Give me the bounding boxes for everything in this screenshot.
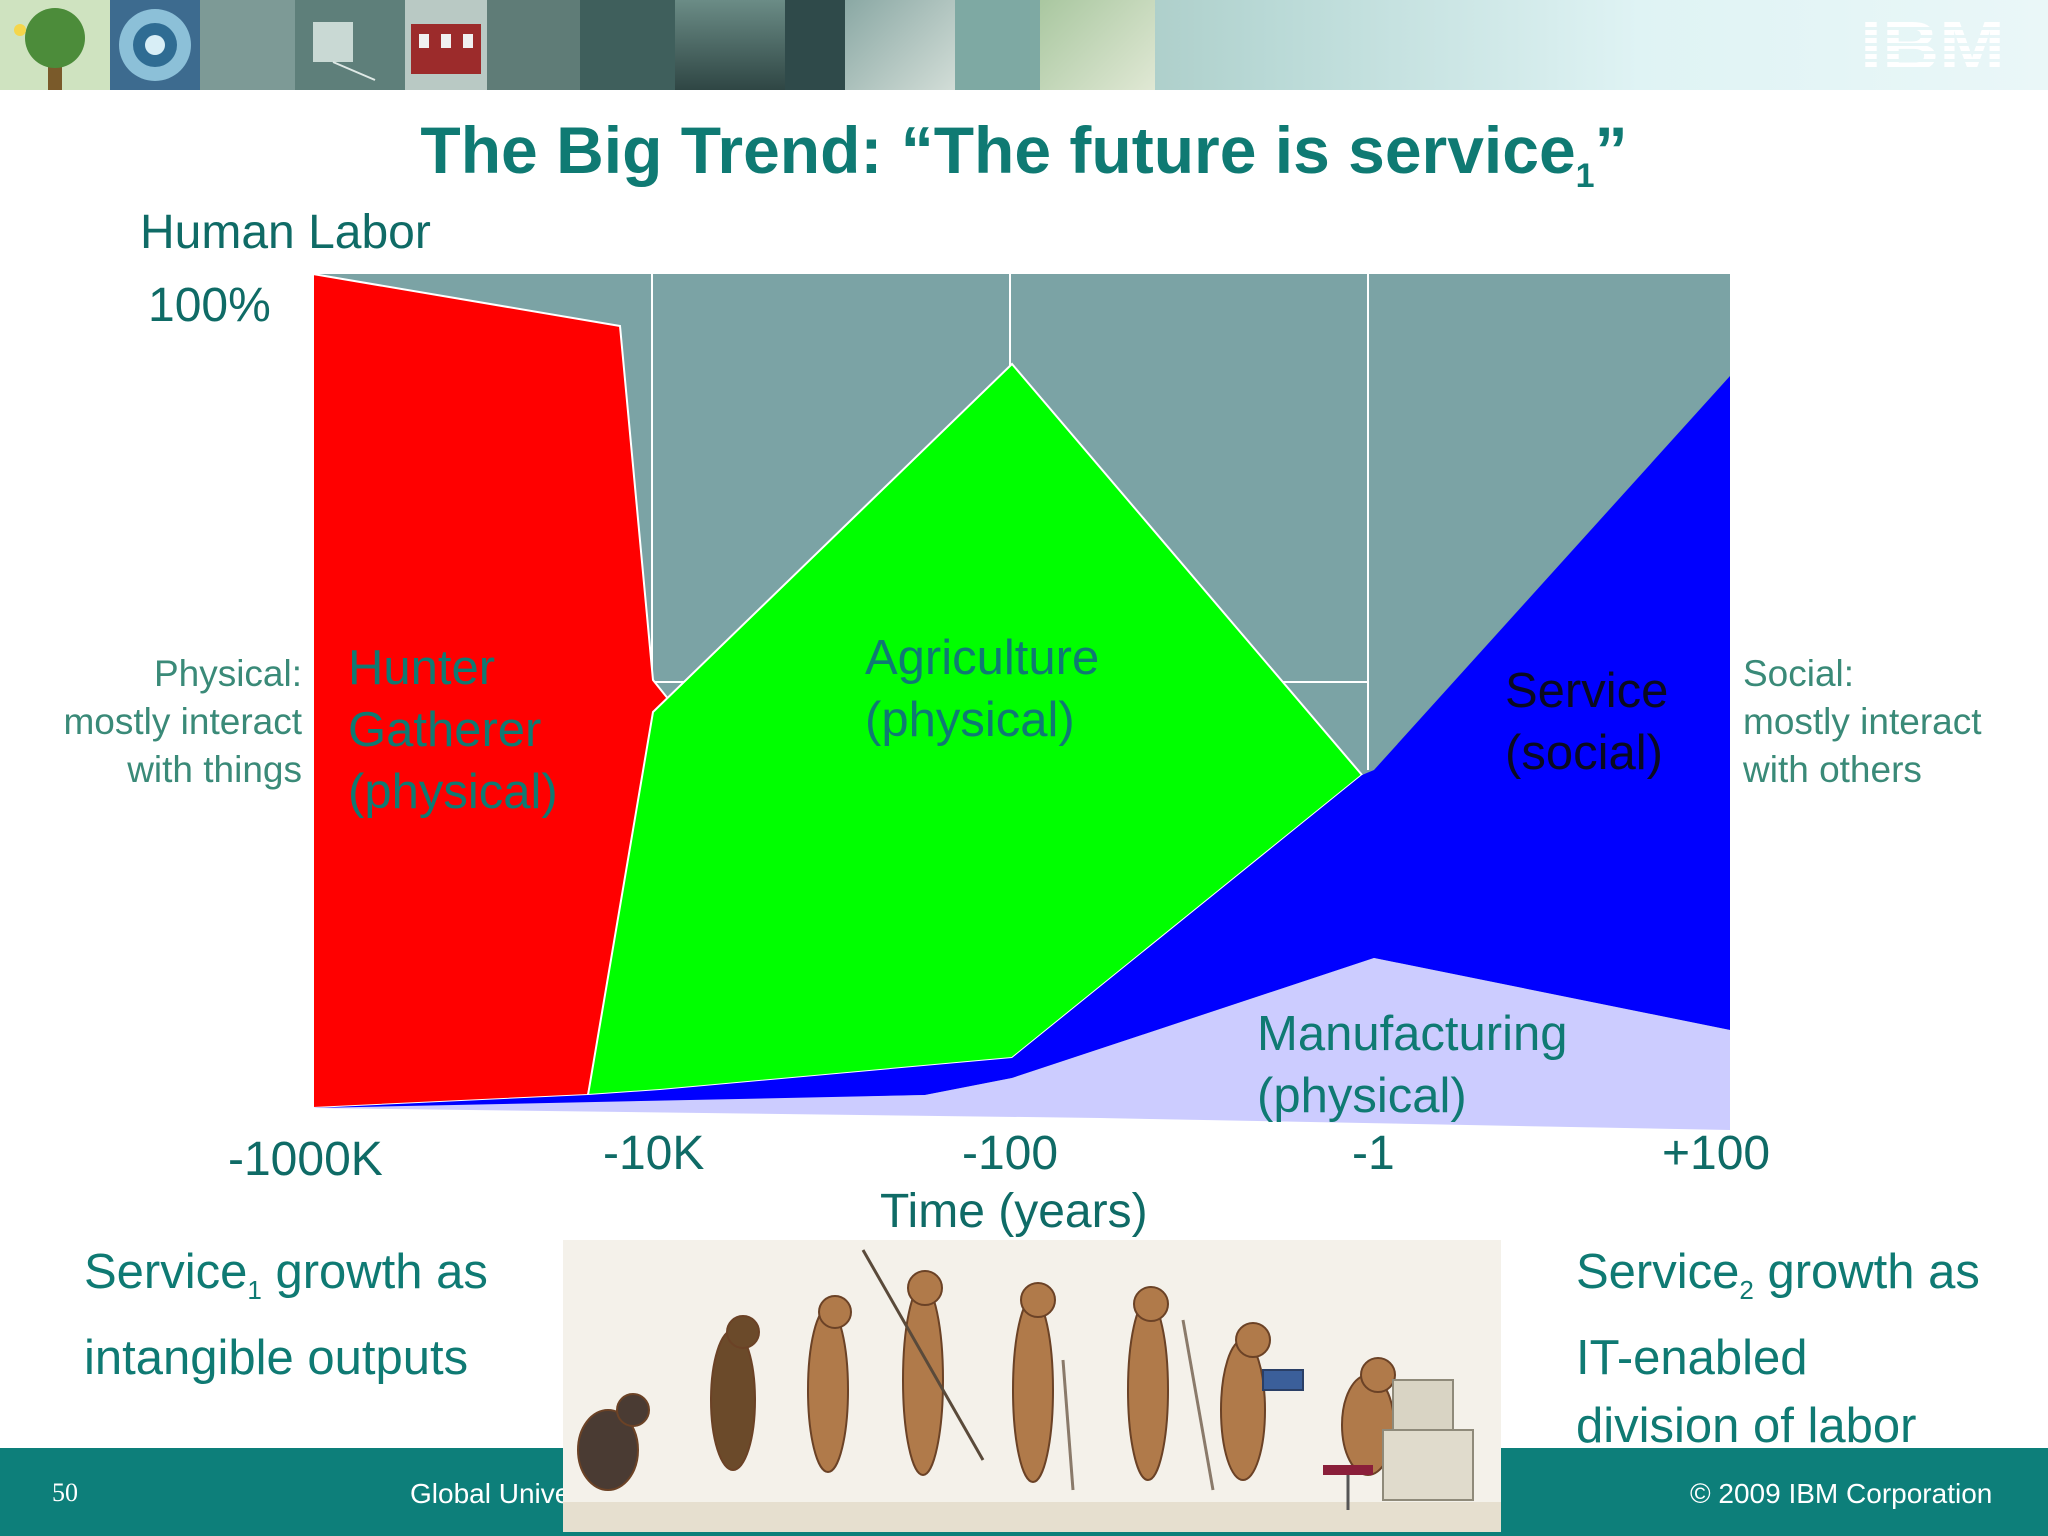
agriculture-label: Agriculture (physical) (865, 631, 1100, 747)
banner-lamp-image (295, 0, 405, 90)
svg-text:IBM: IBM (1860, 14, 2005, 76)
banner-teal2-image (955, 0, 1040, 90)
banner-landscape-image (675, 0, 785, 90)
manufacturing-area (313, 958, 1730, 1130)
banner-tree-image (0, 0, 110, 90)
service2-growth-note: Service2 growth as IT-enabled division o… (1576, 1245, 1980, 1453)
x-axis-title: Time (years) (880, 1185, 1148, 1238)
banner-gray-image (200, 0, 295, 90)
banner-teal-image (580, 0, 675, 90)
banner-dark-image (487, 0, 580, 90)
footer-copyright: © 2009 IBM Corporation (1690, 1478, 1993, 1509)
top-banner: IBM (0, 0, 2048, 90)
evolution-figures (563, 1249, 1501, 1532)
page-number: 50 (52, 1478, 78, 1507)
hunter-gatherer-label: Hunter Gatherer (physical) (348, 641, 558, 819)
x-tick-label: -1 (1352, 1127, 1395, 1180)
x-tick-label: -10K (603, 1127, 705, 1180)
evolution-image (563, 1240, 1501, 1532)
service-label: Service (social) (1505, 664, 1669, 780)
chart-grid (651, 274, 1369, 770)
manufacturing-label: Manufacturing (physical) (1257, 1007, 1568, 1123)
banner-hand-image (1040, 0, 1155, 90)
x-tick-label: +100 (1662, 1127, 1771, 1180)
x-tick-label: -100 (962, 1127, 1059, 1180)
ibm-logo: IBM (1860, 7, 2005, 85)
social-side-note: Social: mostly interact with others (1743, 653, 1982, 790)
y-axis-title: Human Labor (140, 206, 431, 259)
footer-left-text: Global Unive (410, 1478, 571, 1509)
ibm-logo-stripes: IBM (1860, 7, 2005, 85)
x-tick-label: -1000K (228, 1133, 383, 1186)
physical-side-note: Physical: mostly interact with things (63, 653, 302, 790)
page-title: The Big Trend: “The future is service1” (420, 113, 1628, 196)
banner-building-image (405, 0, 487, 90)
banner-circle-diagram-image (110, 0, 200, 90)
service1-growth-note: Service1 growth as intangible outputs (84, 1245, 488, 1385)
banner-map-image (845, 0, 955, 90)
banner-circuit-image (785, 0, 845, 90)
service-area (313, 376, 1730, 1108)
y-axis-top-label: 100% (148, 279, 271, 332)
